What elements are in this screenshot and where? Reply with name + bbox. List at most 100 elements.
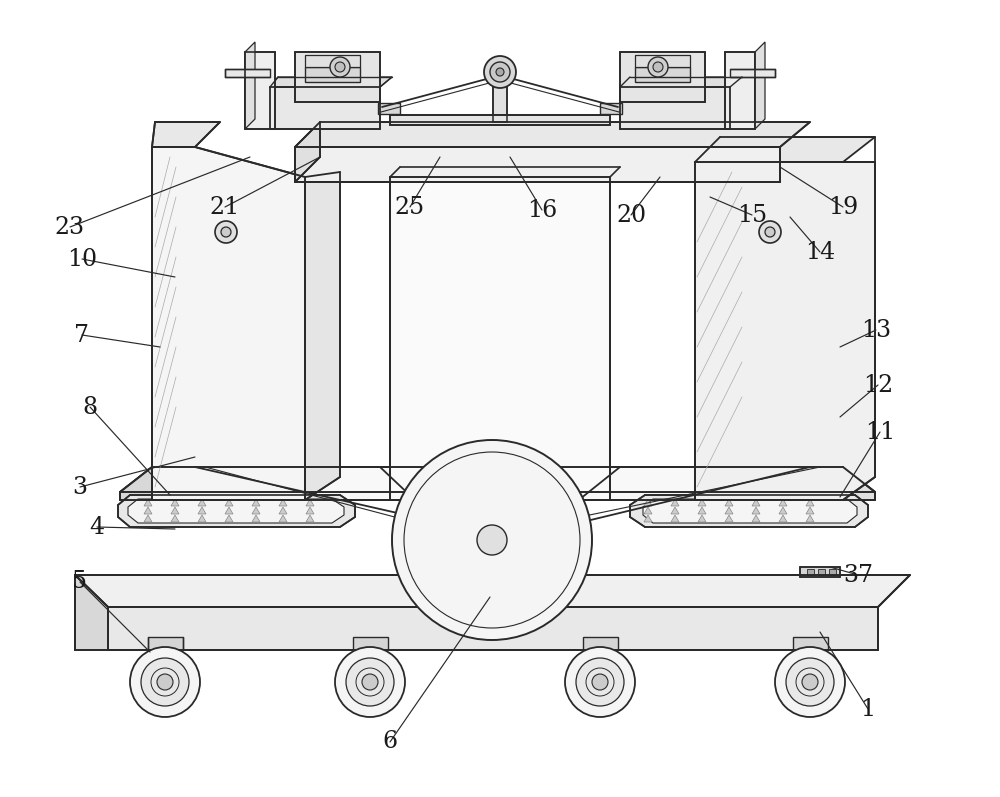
Polygon shape xyxy=(620,87,730,129)
Polygon shape xyxy=(152,122,220,147)
Text: 37: 37 xyxy=(843,563,873,587)
Circle shape xyxy=(765,227,775,237)
Circle shape xyxy=(759,221,781,243)
Polygon shape xyxy=(779,499,787,506)
Circle shape xyxy=(648,57,668,77)
Polygon shape xyxy=(144,499,152,506)
Polygon shape xyxy=(295,147,780,182)
Polygon shape xyxy=(698,499,706,506)
Polygon shape xyxy=(198,499,206,506)
Text: 25: 25 xyxy=(395,195,425,218)
Polygon shape xyxy=(800,567,840,577)
Polygon shape xyxy=(118,495,355,527)
Polygon shape xyxy=(108,607,878,650)
Polygon shape xyxy=(755,42,765,129)
Polygon shape xyxy=(671,507,679,514)
Polygon shape xyxy=(725,52,755,129)
Polygon shape xyxy=(270,77,392,87)
Polygon shape xyxy=(695,162,875,500)
Circle shape xyxy=(215,221,237,243)
Polygon shape xyxy=(270,87,380,129)
Circle shape xyxy=(335,647,405,717)
Polygon shape xyxy=(752,499,760,506)
Polygon shape xyxy=(630,495,868,527)
Polygon shape xyxy=(306,499,314,506)
Polygon shape xyxy=(583,637,618,650)
Circle shape xyxy=(346,658,394,706)
Polygon shape xyxy=(295,122,810,147)
Polygon shape xyxy=(600,103,622,114)
Polygon shape xyxy=(807,569,814,575)
Polygon shape xyxy=(295,122,320,182)
Polygon shape xyxy=(225,499,233,506)
Polygon shape xyxy=(779,515,787,522)
Circle shape xyxy=(802,674,818,690)
Polygon shape xyxy=(725,499,733,506)
Polygon shape xyxy=(620,52,705,102)
Circle shape xyxy=(496,68,504,76)
Circle shape xyxy=(157,674,173,690)
Polygon shape xyxy=(843,467,875,500)
Polygon shape xyxy=(279,515,287,522)
Text: 15: 15 xyxy=(737,203,767,226)
Circle shape xyxy=(362,674,378,690)
Circle shape xyxy=(392,440,592,640)
Polygon shape xyxy=(644,507,652,514)
Polygon shape xyxy=(225,515,233,522)
Polygon shape xyxy=(198,507,206,514)
Circle shape xyxy=(786,658,834,706)
Text: 20: 20 xyxy=(616,203,646,226)
Circle shape xyxy=(775,647,845,717)
Polygon shape xyxy=(252,507,260,514)
Text: 6: 6 xyxy=(382,731,398,753)
Polygon shape xyxy=(480,532,505,607)
Polygon shape xyxy=(378,103,400,114)
Polygon shape xyxy=(390,167,620,177)
Text: 12: 12 xyxy=(863,374,893,396)
Circle shape xyxy=(477,525,507,555)
Polygon shape xyxy=(75,575,108,650)
Polygon shape xyxy=(171,507,179,514)
Text: 19: 19 xyxy=(828,195,858,218)
Text: 16: 16 xyxy=(527,198,557,222)
Text: 3: 3 xyxy=(72,476,88,498)
Polygon shape xyxy=(144,507,152,514)
Circle shape xyxy=(130,647,200,717)
Circle shape xyxy=(653,62,663,72)
Polygon shape xyxy=(671,515,679,522)
Polygon shape xyxy=(643,499,857,523)
Text: 10: 10 xyxy=(67,248,97,270)
Circle shape xyxy=(484,56,516,88)
Polygon shape xyxy=(305,172,340,500)
Polygon shape xyxy=(144,515,152,522)
Text: 7: 7 xyxy=(74,324,90,347)
Polygon shape xyxy=(752,507,760,514)
Text: 1: 1 xyxy=(860,697,876,720)
Polygon shape xyxy=(620,77,742,87)
Polygon shape xyxy=(730,69,775,77)
Polygon shape xyxy=(793,637,828,650)
Circle shape xyxy=(335,62,345,72)
Polygon shape xyxy=(171,515,179,522)
Text: 14: 14 xyxy=(805,241,835,264)
Polygon shape xyxy=(171,499,179,506)
Polygon shape xyxy=(353,637,388,650)
Polygon shape xyxy=(635,55,690,67)
Polygon shape xyxy=(725,515,733,522)
Polygon shape xyxy=(120,467,875,492)
Polygon shape xyxy=(779,507,787,514)
Text: 13: 13 xyxy=(861,319,891,341)
Polygon shape xyxy=(305,67,360,82)
Text: 4: 4 xyxy=(89,516,105,539)
Polygon shape xyxy=(829,569,836,575)
Polygon shape xyxy=(818,569,825,575)
Polygon shape xyxy=(198,515,206,522)
Polygon shape xyxy=(279,499,287,506)
Polygon shape xyxy=(295,52,380,102)
Polygon shape xyxy=(245,42,255,129)
Polygon shape xyxy=(305,55,360,67)
Circle shape xyxy=(576,658,624,706)
Text: 23: 23 xyxy=(55,215,85,238)
Text: 8: 8 xyxy=(82,395,98,418)
Polygon shape xyxy=(306,507,314,514)
